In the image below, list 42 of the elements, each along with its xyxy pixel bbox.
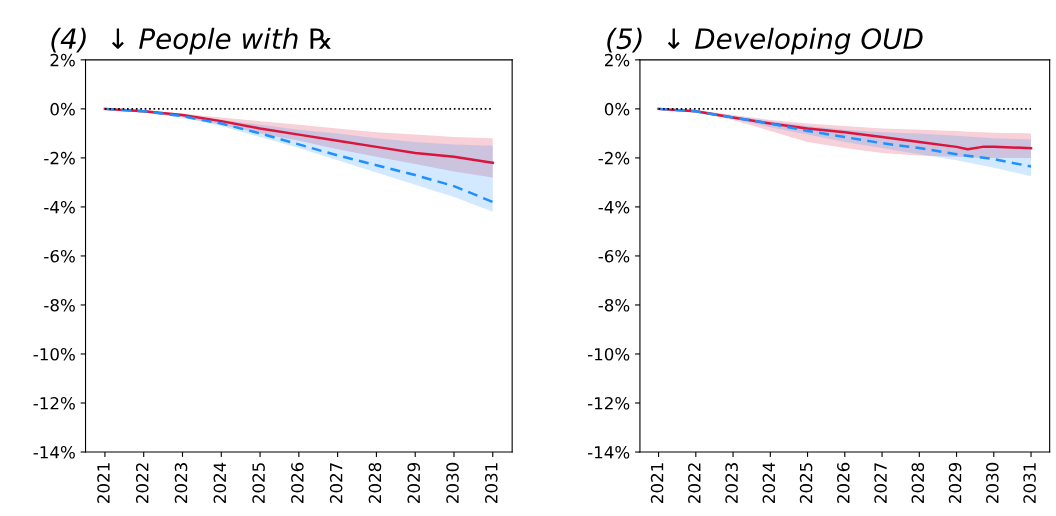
x-tick-label: 2028 [368, 462, 382, 503]
y-tick-label: -12% [587, 396, 630, 410]
y-tick-label: 0% [604, 102, 630, 116]
x-tick-label: 2027 [874, 463, 887, 503]
y-tick-label: -10% [587, 347, 630, 361]
x-tick-label: 2031 [485, 463, 498, 503]
x-tick-label: 2026 [837, 462, 850, 503]
y-tick-label: 2% [50, 53, 75, 67]
x-tick-label: 2030 [446, 462, 459, 503]
x-tick-label: 2021 [650, 463, 664, 503]
x-tick-label: 2029 [407, 462, 421, 503]
y-tick-label: -4% [598, 200, 630, 214]
y-tick-label: -4% [44, 200, 75, 214]
x-tick-label: 2024 [762, 462, 776, 503]
y-tick-label: -8% [44, 298, 75, 312]
x-tick-label: 2023 [725, 463, 738, 503]
x-tick-label: 2026 [291, 462, 304, 503]
x-tick-label: 2029 [948, 462, 962, 503]
x-tick-label: 2024 [213, 462, 227, 503]
x-tick-label: 2025 [799, 463, 813, 503]
y-tick-label: 2% [604, 53, 630, 67]
y-tick-label: -8% [598, 298, 630, 312]
y-tick-label: -6% [598, 249, 630, 263]
y-tick-label: -6% [44, 249, 75, 263]
y-tick-label: -10% [33, 347, 75, 361]
y-tick-label: -2% [44, 151, 75, 165]
x-tick-label: 2021 [97, 463, 110, 503]
chart-title: (5) ↓ Developing OUD [607, 27, 923, 55]
y-tick-label: -12% [33, 396, 75, 410]
x-tick-label: 2022 [135, 463, 149, 503]
x-tick-label: 2030 [986, 462, 999, 503]
chart-title: (4) ↓ People with ℞ [51, 27, 331, 55]
y-tick-label: -2% [598, 151, 630, 165]
x-tick-label: 2025 [252, 463, 265, 503]
y-tick-label: 0% [50, 102, 75, 116]
x-tick-label: 2031 [1023, 463, 1036, 503]
y-tick-label: -14% [33, 445, 75, 459]
x-tick-label: 2022 [688, 463, 701, 503]
x-tick-label: 2023 [174, 463, 188, 503]
x-tick-label: 2028 [911, 462, 925, 503]
y-tick-label: -14% [587, 445, 630, 459]
x-tick-label: 2027 [329, 463, 343, 503]
